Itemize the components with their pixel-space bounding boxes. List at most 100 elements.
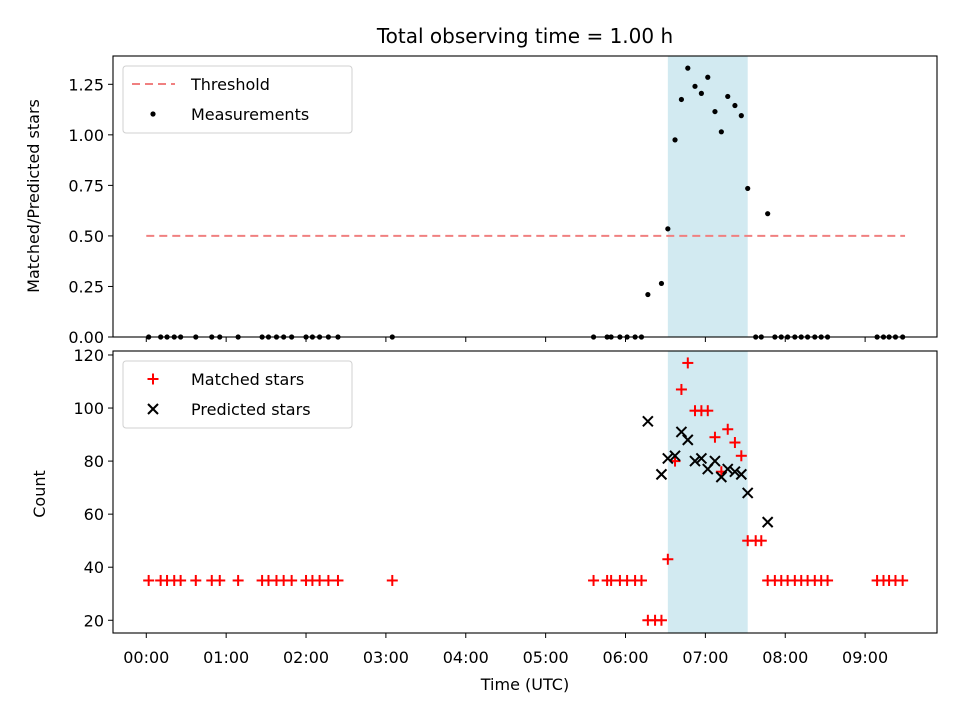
top-y-tick-label: 0.75: [68, 176, 104, 195]
top-y-tick: 0.00: [68, 328, 113, 347]
x-tick-label: 09:00: [842, 648, 888, 667]
predicted-stars-point-b: [715, 471, 728, 483]
predicted-stars-point: [722, 463, 734, 475]
top-y-tick-label: 1.00: [68, 126, 104, 145]
bottom-x-tick: 03:00: [363, 633, 409, 667]
bottom-x-tick: 05:00: [523, 633, 569, 667]
top-y-tick: 0.75: [68, 176, 113, 195]
bottom-y-tick: 120: [73, 346, 113, 365]
legend-matched-stars-swatch: [147, 373, 159, 385]
bottom-y-tick-label: 100: [73, 399, 104, 418]
x-axis-label: Time (UTC): [480, 675, 569, 694]
legend-label: Threshold: [190, 75, 270, 94]
matched-stars-point: [662, 553, 674, 565]
predicted-stars-point: [642, 415, 654, 428]
matched-stars-point: [655, 614, 667, 626]
predicted-stars-series: [642, 415, 774, 528]
top-y-tick-label: 0.00: [68, 328, 104, 347]
x-tick-label: 03:00: [363, 648, 409, 667]
x-tick-label: 08:00: [762, 648, 808, 667]
predicted-stars-point-b: [642, 415, 654, 428]
measurements-point: [732, 102, 738, 109]
matched-stars-point: [214, 574, 226, 586]
matched-stars-point: [682, 357, 694, 369]
matched-stars-point: [755, 535, 767, 547]
x-tick-label: 00:00: [123, 648, 169, 667]
bottom-axes-frame: [112, 350, 938, 634]
top-legend-box: [122, 65, 353, 134]
bottom-x-tick: 00:00: [123, 633, 169, 667]
legend-label: Measurements: [191, 105, 309, 124]
measurements-point: [765, 211, 771, 217]
matched-stars-point: [386, 574, 398, 586]
predicted-stars-point-b: [729, 465, 741, 478]
predicted-stars-point-b: [655, 468, 668, 481]
bottom-y-tick-label: 120: [73, 346, 104, 365]
legend-label: Matched stars: [191, 370, 304, 389]
predicted-stars-point: [682, 434, 694, 446]
predicted-stars-point-b: [695, 452, 708, 465]
x-tick-label: 06:00: [602, 648, 648, 667]
bottom-y-tick-label: 40: [84, 558, 104, 577]
predicted-stars-point-b: [761, 516, 774, 528]
predicted-stars-point-b: [722, 463, 734, 475]
measurements-point: [658, 280, 665, 287]
matched-stars-series: [143, 357, 909, 626]
top-y-tick: 1.25: [68, 75, 113, 94]
bottom-legend: Matched stars Predicted stars: [122, 360, 353, 429]
x-tick-label: 01:00: [203, 648, 249, 667]
top-ylabel: Matched/Predicted stars: [24, 99, 43, 293]
legend-measurements-swatch: [150, 111, 156, 117]
legend-label: Predicted stars: [191, 400, 311, 419]
measurements-point: [705, 74, 711, 80]
top-y-tick-label: 1.25: [68, 75, 104, 94]
bottom-x-tick: 08:00: [762, 633, 808, 667]
bottom-y-tick: 80: [84, 452, 113, 471]
measurements-point: [692, 83, 698, 89]
matched-stars-point: [709, 431, 721, 443]
bottom-highlight-span: [667, 351, 748, 633]
predicted-stars-point-b: [689, 455, 701, 467]
legend-predicted-stars-swatch: [147, 403, 159, 415]
predicted-stars-point: [669, 450, 681, 462]
top-axes-frame: [112, 55, 938, 338]
matched-stars-point: [143, 574, 155, 586]
bottom-legend-box: [122, 360, 353, 429]
top-y-tick: 0.50: [68, 227, 113, 246]
predicted-stars-point: [715, 471, 728, 483]
predicted-stars-point: [729, 465, 741, 478]
bottom-y-tick-label: 60: [84, 505, 104, 524]
measurements-point: [678, 96, 685, 103]
predicted-stars-point-b: [709, 455, 721, 467]
bottom-x-tick: 01:00: [203, 633, 249, 667]
top-legend: Threshold Measurements: [122, 65, 353, 134]
x-tick-label: 05:00: [523, 648, 569, 667]
x-tick-label: 04:00: [443, 648, 489, 667]
measurements-point: [665, 226, 671, 232]
measurements-point: [672, 137, 678, 143]
predicted-stars-point: [741, 487, 754, 499]
bottom-ylabel: Count: [30, 470, 49, 518]
matched-stars-point: [190, 574, 202, 586]
matched-stars-point: [722, 423, 734, 435]
bottom-x-tick: 09:00: [842, 633, 888, 667]
predicted-stars-point-b: [735, 468, 748, 481]
bottom-x-tick: 06:00: [602, 633, 649, 667]
measurements-point: [712, 108, 718, 115]
matched-stars-point: [735, 450, 747, 462]
predicted-stars-point: [655, 468, 668, 481]
measurements-point: [645, 291, 651, 298]
bottom-y-tick-label: 80: [84, 452, 104, 471]
predicted-stars-point-b: [669, 450, 681, 462]
bottom-y-tick: 20: [84, 611, 113, 630]
top-y-tick: 1.00: [68, 126, 113, 145]
bottom-x-tick: 04:00: [443, 633, 489, 667]
matched-stars-point: [286, 574, 298, 586]
bottom-x-tick: 07:00: [682, 633, 728, 667]
chart-title: Total observing time = 1.00 h: [376, 24, 673, 48]
matched-stars-point: [588, 574, 600, 586]
top-y-tick: 0.25: [68, 277, 113, 296]
top-highlight-span: [667, 56, 748, 337]
predicted-stars-point: [662, 452, 674, 465]
